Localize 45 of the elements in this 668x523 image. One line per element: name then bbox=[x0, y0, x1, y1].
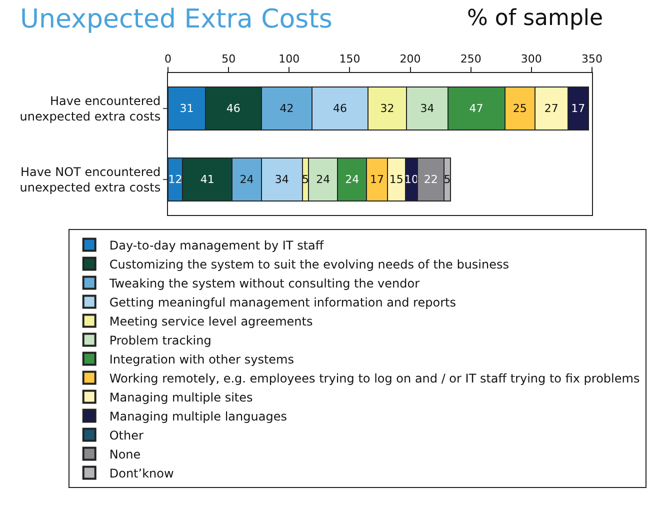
x-tick-label: 100 bbox=[278, 52, 300, 66]
data-label: 24 bbox=[316, 173, 330, 186]
data-label: 17 bbox=[370, 173, 384, 186]
data-label: 32 bbox=[380, 102, 394, 115]
x-tick-label: 150 bbox=[339, 52, 360, 66]
chart-subtitle: % of sample bbox=[467, 6, 604, 31]
legend-label: Dont’know bbox=[109, 466, 174, 480]
legend-label: Managing multiple sites bbox=[109, 390, 253, 404]
x-tick-label: 0 bbox=[164, 52, 172, 66]
legend-label: Getting meaningful management information and reports bbox=[109, 295, 456, 310]
legend-label: Working remotely, e.g. employees trying to log on and / or IT staff trying to fix problems bbox=[109, 371, 640, 386]
data-label: 34 bbox=[420, 102, 434, 115]
data-label: 15 bbox=[389, 173, 404, 186]
chart-title: Unexpected Extra Costs bbox=[20, 4, 332, 34]
legend-label: None bbox=[109, 447, 141, 462]
data-label: 31 bbox=[180, 102, 194, 115]
data-label: 46 bbox=[226, 102, 240, 115]
x-tick-label: 50 bbox=[222, 52, 236, 66]
data-label: 12 bbox=[168, 173, 182, 186]
x-tick-label: 300 bbox=[520, 52, 542, 66]
data-label: 24 bbox=[345, 173, 360, 186]
y-tick-label: Have NOT encountered unexpected extra costs bbox=[20, 164, 161, 194]
data-label: 25 bbox=[512, 102, 527, 115]
legend-label: Day-to-day management by IT staff bbox=[109, 238, 324, 252]
data-label: 5 bbox=[444, 173, 451, 186]
legend-label: Managing multiple languages bbox=[109, 409, 287, 424]
legend-label: Other bbox=[109, 428, 144, 442]
data-label: 24 bbox=[240, 173, 254, 186]
data-label: 17 bbox=[571, 102, 586, 115]
data-label: 42 bbox=[280, 102, 294, 115]
x-tick-label: 250 bbox=[460, 52, 482, 66]
legend-label: Tweaking the system without consulting the vendor bbox=[108, 276, 420, 290]
data-label: 27 bbox=[544, 102, 558, 115]
legend-label: Problem tracking bbox=[109, 333, 212, 348]
x-tick-label: 350 bbox=[582, 52, 602, 66]
legend-label: Integration with other systems bbox=[109, 352, 294, 366]
y-tick-label: Have encountered unexpected extra costs bbox=[20, 94, 161, 124]
data-label: 41 bbox=[200, 173, 214, 186]
legend-label: Customizing the system to suit the evolving needs of the business bbox=[109, 257, 509, 272]
legend-label: Meeting service level agreements bbox=[109, 314, 313, 328]
data-label: 22 bbox=[424, 173, 438, 186]
data-label: 34 bbox=[274, 173, 289, 186]
x-tick-label: 200 bbox=[400, 52, 421, 66]
data-label: 46 bbox=[333, 102, 348, 115]
data-label: 47 bbox=[469, 102, 484, 115]
